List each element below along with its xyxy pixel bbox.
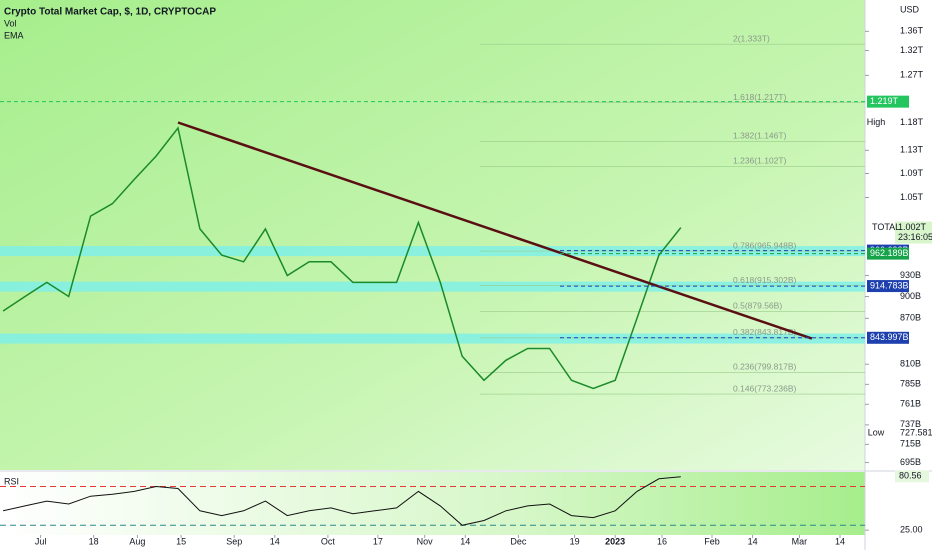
rsi-current: 80.56 [899,471,922,481]
y-tick-label: 1.36T [900,26,924,36]
last-label: TOTAL [872,222,900,232]
x-tick-label: Feb [704,536,720,546]
x-tick-label: 18 [89,536,99,546]
x-tick-label: Jul [35,536,47,546]
support-zone [0,246,865,257]
x-tick-label: Mar [792,536,808,546]
x-tick-label: 17 [373,536,383,546]
price-tag [867,247,909,260]
y-tick-label: 715B [900,439,921,449]
x-tick-label: 16 [657,536,667,546]
fib-label: 1.382(1.146T) [733,131,787,141]
x-tick-label: Oct [321,536,336,546]
low-value: 727.581B [900,428,932,438]
price-tag-label: 914.783B [870,280,909,290]
fib-label: 0.236(799.817B) [733,362,796,372]
last-value: 1.002T [898,222,927,232]
rsi-line [2,476,681,526]
countdown: 23:16:05 [898,232,932,242]
price-tag-label: 962.189B [870,248,909,258]
y-tick-label: 695B [900,457,921,467]
y-tick-label: 1.09T [900,168,924,178]
y-tick-label: 900B [900,291,921,301]
fib-label: 0.5(879.56B) [733,301,782,311]
x-tick-label: Sep [226,536,242,546]
price-line [2,126,682,390]
y-tick-label: 1.05T [900,192,924,202]
last-tag [895,221,932,244]
price-tag-label: 1.219T [870,96,899,106]
x-tick-label: 14 [835,536,845,546]
indicator-label: Vol [4,18,17,28]
fib-label: 0.786(965.948B) [733,240,796,250]
price-tag [867,331,909,344]
price-tag-label: 843.997B [870,332,909,342]
x-tick-label: Dec [510,536,527,546]
y-tick-label: 785B [900,379,921,389]
trendline [177,121,813,340]
y-tick-label: 810B [900,359,921,369]
y-tick-label: 870B [900,313,921,323]
rsi-tag [895,470,929,483]
high-value: 1.18T [900,117,924,127]
indicator-label: EMA [4,30,24,40]
y-tick-label: 737B [900,419,921,429]
currency-label: USD [900,4,920,14]
y-tick-label: 761B [900,399,921,409]
support-zone [0,281,865,292]
fib-label: 0.618(915.302B) [733,275,796,285]
x-tick-label: Aug [129,536,145,546]
fib-label: 0.146(773.236B) [733,383,796,393]
x-tick-label: 2023 [605,536,625,546]
price-tag [867,280,909,293]
y-tick-label: 1.13T [900,145,924,155]
fib-label: 2(1.333T) [733,33,770,43]
fib-label: 1.236(1.102T) [733,156,787,166]
x-tick-label: 19 [570,536,580,546]
low-label: Low [868,428,885,438]
price-tag [867,95,909,108]
chart-title: Crypto Total Market Cap, $, 1D, CRYPTOCA… [4,7,216,18]
y-tick-label: 1.27T [900,70,924,80]
y-tick-label: 930B [900,270,921,280]
support-zone [0,333,865,344]
x-tick-label: 14 [460,536,470,546]
fib-label: 1.618(1.217T) [733,92,787,102]
high-label: High [867,117,886,127]
y-tick-label: 1.32T [900,45,924,55]
x-tick-label: 15 [176,536,186,546]
rsi-title: RSI [4,476,19,486]
price-pane [0,0,865,470]
rsi-pane [0,472,865,535]
rsi-tick-label: 25.00 [900,525,923,535]
x-tick-label: 14 [748,536,758,546]
x-tick-label: Nov [417,536,434,546]
x-tick-label: 14 [270,536,280,546]
fib-label: 0.382(843.817B) [733,327,796,337]
